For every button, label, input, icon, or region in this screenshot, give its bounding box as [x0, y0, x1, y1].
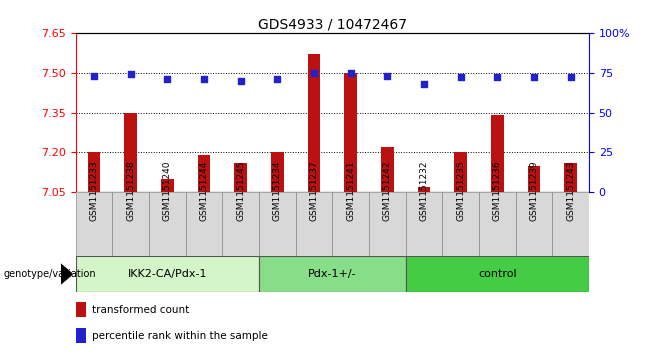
Point — [199, 76, 209, 82]
Bar — [76, 302, 86, 317]
Bar — [332, 192, 369, 256]
Point — [455, 74, 466, 80]
Bar — [442, 192, 479, 256]
Bar — [369, 192, 405, 256]
Bar — [197, 155, 211, 192]
Bar — [76, 329, 86, 343]
Bar — [564, 163, 577, 192]
Bar — [271, 152, 284, 192]
Text: IKK2-CA/Pdx-1: IKK2-CA/Pdx-1 — [128, 269, 207, 279]
Point — [162, 76, 172, 82]
Title: GDS4933 / 10472467: GDS4933 / 10472467 — [258, 17, 407, 32]
Text: percentile rank within the sample: percentile rank within the sample — [92, 331, 268, 341]
Bar — [76, 256, 259, 292]
Bar — [186, 192, 222, 256]
Bar — [491, 115, 503, 192]
Bar — [295, 192, 332, 256]
Text: GSM1151245: GSM1151245 — [236, 160, 245, 221]
Point — [236, 78, 246, 83]
Point — [309, 70, 319, 76]
Point — [272, 76, 282, 82]
Text: GSM1151232: GSM1151232 — [419, 160, 428, 221]
Bar — [552, 192, 589, 256]
Point — [89, 73, 99, 79]
Text: GSM1151236: GSM1151236 — [493, 160, 502, 221]
Bar — [381, 147, 393, 192]
Bar — [344, 73, 357, 192]
Text: transformed count: transformed count — [92, 305, 190, 314]
Text: GSM1151243: GSM1151243 — [566, 160, 575, 221]
Bar — [88, 152, 101, 192]
Bar — [405, 192, 442, 256]
Bar — [307, 54, 320, 192]
Point — [565, 74, 576, 80]
Bar — [259, 256, 405, 292]
Text: GSM1151235: GSM1151235 — [456, 160, 465, 221]
Bar — [528, 166, 540, 192]
Bar — [222, 192, 259, 256]
Text: GSM1151241: GSM1151241 — [346, 160, 355, 221]
Bar — [76, 192, 113, 256]
Bar — [113, 192, 149, 256]
Bar — [405, 256, 589, 292]
Point — [345, 70, 356, 76]
Point — [492, 74, 503, 80]
Bar — [259, 192, 295, 256]
Bar — [149, 192, 186, 256]
Text: genotype/variation: genotype/variation — [3, 269, 96, 279]
Bar — [479, 192, 516, 256]
Text: GSM1151234: GSM1151234 — [273, 160, 282, 221]
Point — [126, 71, 136, 77]
Point — [418, 81, 429, 87]
Text: control: control — [478, 269, 517, 279]
Point — [528, 74, 539, 80]
Bar — [454, 152, 467, 192]
Text: Pdx-1+/-: Pdx-1+/- — [308, 269, 357, 279]
Bar — [516, 192, 552, 256]
Text: GSM1151242: GSM1151242 — [383, 160, 392, 221]
Bar — [418, 187, 430, 192]
Text: GSM1151239: GSM1151239 — [530, 160, 538, 221]
Text: GSM1151237: GSM1151237 — [309, 160, 318, 221]
Point — [382, 73, 393, 79]
Bar — [234, 163, 247, 192]
Text: GSM1151233: GSM1151233 — [89, 160, 99, 221]
Text: GSM1151238: GSM1151238 — [126, 160, 135, 221]
Polygon shape — [61, 264, 72, 284]
Text: GSM1151240: GSM1151240 — [163, 160, 172, 221]
Bar — [124, 113, 137, 192]
Text: GSM1151244: GSM1151244 — [199, 160, 209, 221]
Bar — [161, 179, 174, 192]
